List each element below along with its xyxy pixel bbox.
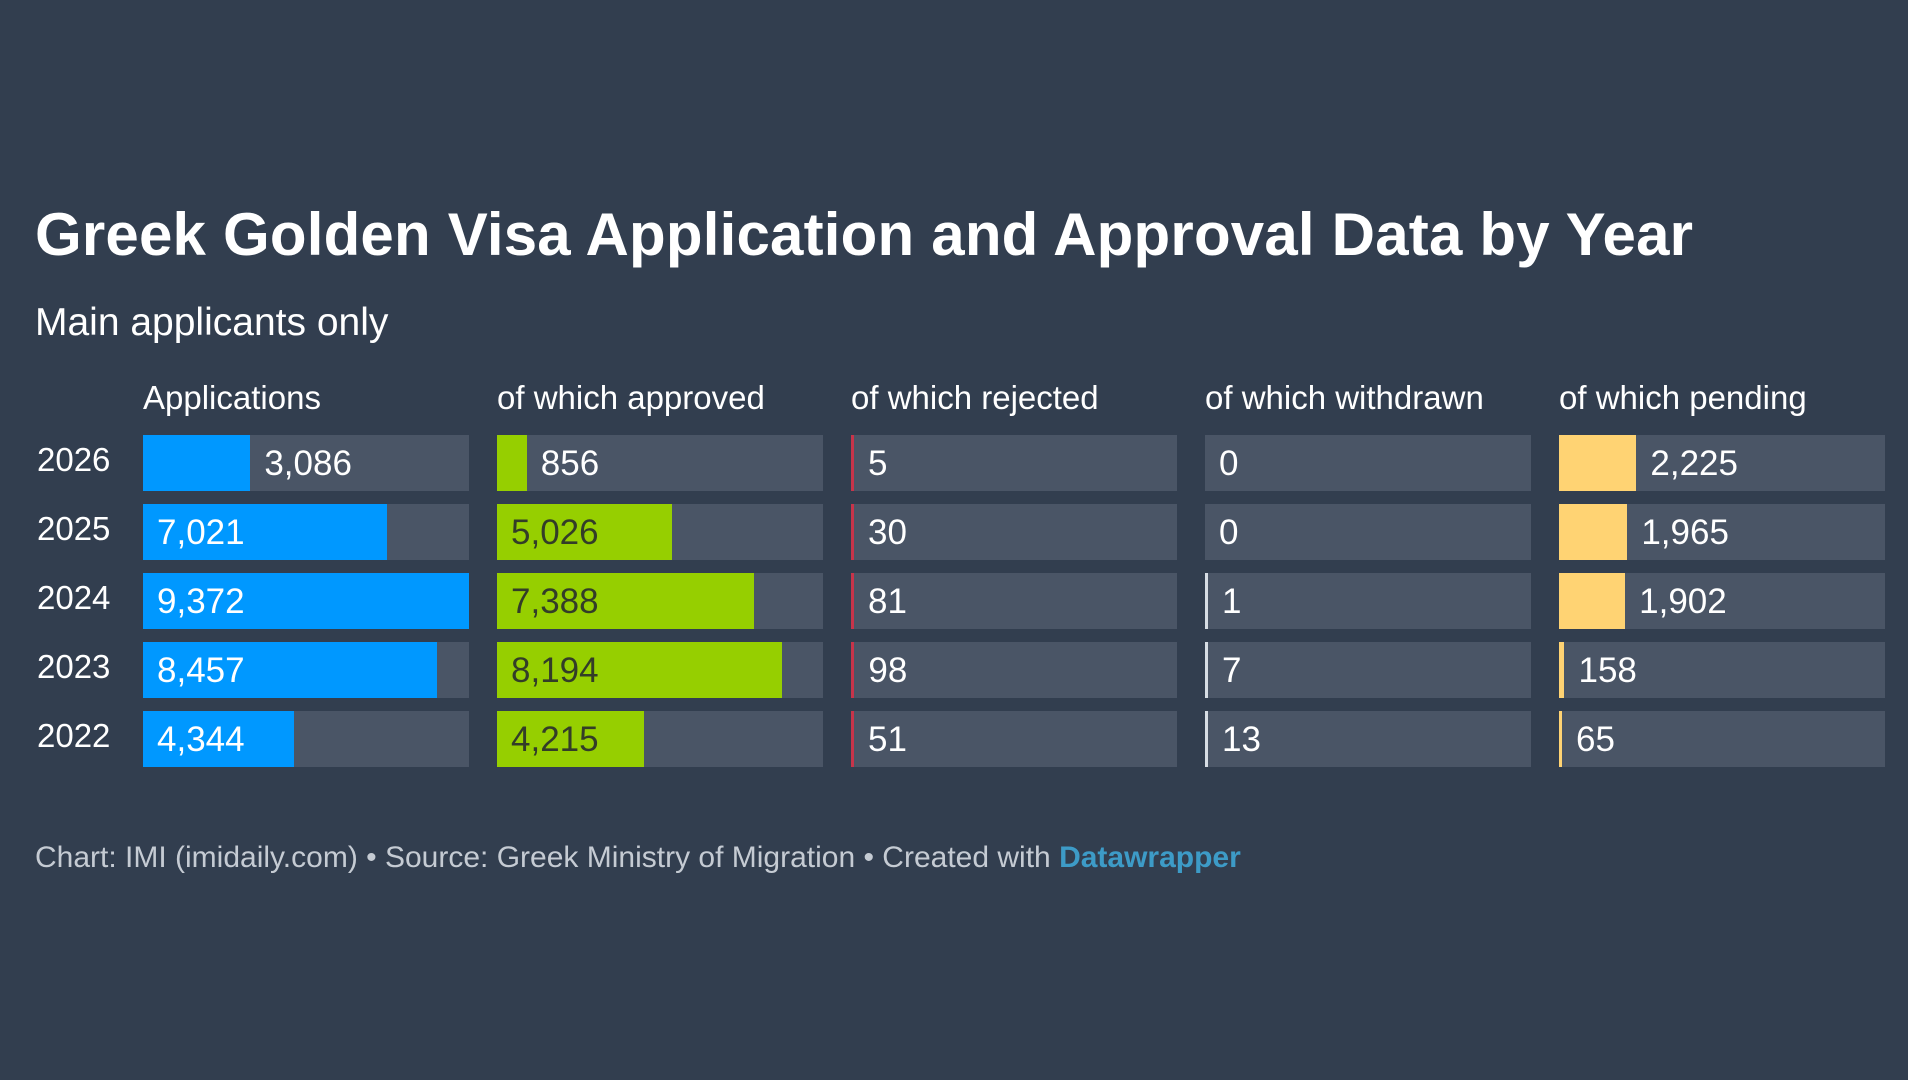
cell-rejected-2022: 51 bbox=[851, 711, 1177, 767]
bar-rejected-2022 bbox=[851, 711, 854, 767]
column-header-withdrawn: of which withdrawn bbox=[1205, 379, 1484, 416]
cell-approved-2025: 5,026 bbox=[497, 504, 823, 560]
cell-withdrawn-2024: 1 bbox=[1205, 573, 1531, 629]
value-label-pending-2023: 158 bbox=[1578, 651, 1637, 690]
bar-approved-2022 bbox=[497, 711, 644, 767]
cell-approved-2026: 856 bbox=[497, 435, 823, 491]
bar-rejected-2026 bbox=[851, 435, 854, 491]
value-label-approved-2023: 8,194 bbox=[511, 651, 599, 690]
chart-footer: Chart: IMI (imidaily.com) • Source: Gree… bbox=[35, 838, 1241, 878]
year-label-2025: 2025 bbox=[37, 510, 111, 547]
cell-rejected-2025: 30 bbox=[851, 504, 1177, 560]
value-label-pending-2026: 2,225 bbox=[1650, 444, 1738, 483]
cell-approved-2024: 7,388 bbox=[497, 573, 823, 629]
value-label-applications-2025: 7,021 bbox=[157, 513, 245, 552]
year-label-2026: 2026 bbox=[37, 441, 111, 478]
column-header-applications: Applications bbox=[143, 379, 321, 416]
bar-withdrawn-2022 bbox=[1205, 711, 1208, 767]
cell-approved-2023: 8,194 bbox=[497, 642, 823, 698]
footer-credits: Chart: IMI (imidaily.com) • Source: Gree… bbox=[35, 841, 1060, 874]
cell-pending-2024: 1,902 bbox=[1559, 573, 1885, 629]
value-label-approved-2026: 856 bbox=[540, 444, 600, 483]
bar-approved-2023 bbox=[497, 642, 783, 698]
cell-withdrawn-2023: 7 bbox=[1205, 642, 1531, 698]
value-label-rejected-2025: 30 bbox=[868, 513, 907, 552]
cell-applications-2025: 7,021 bbox=[143, 504, 469, 560]
bar-withdrawn-2023 bbox=[1205, 642, 1208, 698]
bar-approved-2024 bbox=[497, 573, 754, 629]
value-label-approved-2025: 5,026 bbox=[511, 513, 599, 552]
cell-rejected-2024: 81 bbox=[851, 573, 1177, 629]
year-label-2022: 2022 bbox=[37, 717, 111, 754]
year-label-2023: 2023 bbox=[37, 648, 111, 685]
cell-applications-2024: 9,372 bbox=[143, 573, 469, 629]
bar-pending-2023 bbox=[1559, 642, 1565, 698]
value-label-withdrawn-2022: 13 bbox=[1222, 720, 1261, 759]
column-header-approved: of which approved bbox=[497, 379, 765, 416]
cell-approved-2022: 4,215 bbox=[497, 711, 823, 767]
value-label-pending-2025: 1,965 bbox=[1641, 513, 1729, 552]
cell-rejected-2026: 5 bbox=[851, 435, 1177, 491]
value-label-applications-2024: 9,372 bbox=[157, 582, 245, 621]
column-header-rejected: of which rejected bbox=[851, 379, 1099, 416]
cell-applications-2026: 3,086 bbox=[143, 435, 469, 491]
value-label-pending-2022: 65 bbox=[1576, 720, 1615, 759]
chart-container: Greek Golden Visa Application and Approv… bbox=[35, 200, 1885, 786]
bar-pending-2025 bbox=[1559, 504, 1628, 560]
bar-applications-2022 bbox=[143, 711, 295, 767]
cell-pending-2023: 158 bbox=[1559, 642, 1885, 698]
cell-applications-2022: 4,344 bbox=[143, 711, 469, 767]
value-label-withdrawn-2025: 0 bbox=[1219, 513, 1239, 552]
value-label-applications-2022: 4,344 bbox=[157, 720, 245, 759]
year-label-2024: 2024 bbox=[37, 579, 111, 616]
value-label-withdrawn-2023: 7 bbox=[1222, 651, 1242, 690]
bar-applications-2023 bbox=[143, 642, 438, 698]
bar-pending-2026 bbox=[1559, 435, 1637, 491]
bar-rejected-2025 bbox=[851, 504, 854, 560]
bar-applications-2026 bbox=[143, 435, 251, 491]
cell-withdrawn-2022: 13 bbox=[1205, 711, 1531, 767]
column-header-pending: of which pending bbox=[1559, 379, 1807, 416]
value-label-rejected-2024: 81 bbox=[868, 582, 907, 621]
value-label-withdrawn-2024: 1 bbox=[1222, 582, 1242, 621]
value-label-approved-2022: 4,215 bbox=[511, 720, 599, 759]
bar-approved-2026 bbox=[497, 435, 527, 491]
value-label-pending-2024: 1,902 bbox=[1639, 582, 1727, 621]
bar-applications-2025 bbox=[143, 504, 388, 560]
bar-withdrawn-2024 bbox=[1205, 573, 1208, 629]
cell-rejected-2023: 98 bbox=[851, 642, 1177, 698]
cell-applications-2023: 8,457 bbox=[143, 642, 469, 698]
cell-withdrawn-2026: 0 bbox=[1205, 435, 1531, 491]
value-label-rejected-2026: 5 bbox=[868, 444, 888, 483]
bar-pending-2024 bbox=[1559, 573, 1626, 629]
bar-rejected-2023 bbox=[851, 642, 855, 698]
bar-applications-2024 bbox=[143, 573, 469, 629]
value-label-approved-2024: 7,388 bbox=[511, 582, 599, 621]
value-label-rejected-2023: 98 bbox=[868, 651, 908, 690]
bar-table: 2026 2025 2024 2023 2022 Applications 3,086 7,0… bbox=[35, 366, 1885, 786]
value-label-rejected-2022: 51 bbox=[868, 720, 907, 759]
value-label-withdrawn-2026: 0 bbox=[1219, 444, 1239, 483]
datawrapper-link[interactable]: Datawrapper bbox=[1059, 841, 1241, 874]
value-label-applications-2023: 8,457 bbox=[157, 651, 245, 690]
bar-approved-2025 bbox=[497, 504, 672, 560]
bar-pending-2022 bbox=[1559, 711, 1562, 767]
cell-pending-2026: 2,225 bbox=[1559, 435, 1885, 491]
chart-subtitle: Main applicants only bbox=[35, 301, 389, 344]
cell-pending-2022: 65 bbox=[1559, 711, 1885, 767]
bar-rejected-2024 bbox=[851, 573, 854, 629]
value-label-applications-2026: 3,086 bbox=[264, 444, 352, 483]
chart-title: Greek Golden Visa Application and Approv… bbox=[35, 201, 1694, 268]
cell-withdrawn-2025: 0 bbox=[1205, 504, 1531, 560]
cell-pending-2025: 1,965 bbox=[1559, 504, 1885, 560]
